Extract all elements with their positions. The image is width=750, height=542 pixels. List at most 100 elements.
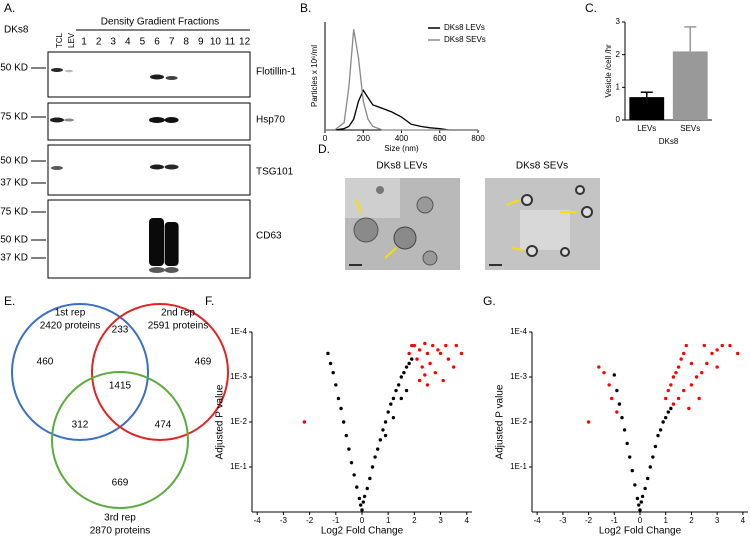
region-count: 460	[37, 357, 54, 368]
point	[643, 486, 647, 491]
point	[417, 348, 422, 352]
mw-marker: 50 KD	[0, 63, 28, 74]
point	[368, 476, 372, 481]
y-axis-label: Vesicle /cell /hr	[604, 44, 613, 98]
x-tick-label: -2	[585, 516, 593, 525]
line	[325, 29, 478, 131]
point	[679, 357, 683, 361]
point	[694, 375, 699, 379]
point	[446, 357, 451, 361]
y-axis-label: Particles x 10⁶/ml	[310, 45, 319, 107]
point	[361, 500, 366, 504]
point	[334, 383, 338, 387]
mw-marker: 37 KD	[0, 178, 28, 189]
point	[386, 410, 390, 414]
venn-circle	[11, 303, 149, 441]
band	[150, 164, 164, 170]
point	[684, 343, 688, 348]
band	[65, 69, 73, 73]
y-axis-label: Adjusted P value	[215, 384, 226, 459]
point	[625, 441, 629, 446]
lane-label: 11	[225, 37, 236, 48]
mw-marker: 50 KD	[0, 235, 28, 246]
mw-marker: 37 KD	[0, 253, 28, 264]
point	[661, 420, 665, 424]
point	[441, 378, 445, 383]
point	[628, 455, 632, 459]
point	[415, 357, 419, 361]
band	[165, 76, 178, 80]
micrograph	[485, 178, 600, 270]
x-axis-label: Log2 Fold Change	[599, 526, 682, 537]
x-tick-label: 0	[638, 516, 643, 525]
point	[700, 370, 704, 375]
y-tick-label: 1E-1	[510, 462, 527, 471]
point	[381, 428, 385, 432]
y-tick-label: 2	[616, 50, 621, 59]
point	[728, 343, 732, 348]
point	[360, 508, 364, 512]
mw-marker: 75 KD	[0, 112, 28, 123]
band	[51, 166, 63, 170]
point	[682, 351, 686, 356]
point	[347, 447, 351, 451]
point	[365, 486, 369, 491]
point	[658, 428, 663, 432]
set-label: 3rd rep	[104, 513, 136, 524]
x-tick-label: -1	[611, 516, 619, 525]
lane-label: 9	[198, 37, 204, 48]
point	[622, 428, 627, 432]
x-tick-label: 0	[323, 134, 328, 143]
point	[376, 447, 380, 451]
point	[637, 503, 641, 507]
x-tick-label: LEVs	[637, 124, 656, 133]
point	[666, 388, 670, 393]
point	[391, 396, 396, 401]
set-label: 2nd rep	[161, 308, 195, 319]
blot-box	[47, 102, 251, 141]
point	[602, 370, 606, 375]
blot-target: Hsp70	[256, 115, 285, 126]
point	[676, 396, 681, 401]
point	[339, 406, 343, 411]
band	[164, 117, 179, 123]
point	[412, 343, 417, 348]
point	[404, 365, 409, 369]
point	[639, 500, 643, 504]
x-tick-label: 1	[386, 516, 391, 525]
point	[399, 375, 403, 379]
point	[423, 373, 427, 377]
point	[407, 351, 411, 356]
blot-box	[47, 144, 251, 196]
y-tick-label: 1E-2	[230, 417, 247, 426]
point	[715, 365, 719, 369]
point	[682, 388, 686, 393]
venn: 1st rep 2420 proteins 2nd rep 2591 prote…	[11, 303, 229, 537]
point	[391, 415, 396, 420]
point	[433, 370, 438, 375]
point	[646, 476, 650, 481]
lane-label: 1	[81, 37, 87, 48]
point	[702, 343, 706, 348]
point	[370, 465, 375, 469]
point	[689, 383, 694, 387]
region-count: 669	[112, 478, 129, 489]
point	[358, 503, 363, 507]
x-tick-label: 1	[663, 516, 668, 525]
point	[612, 373, 616, 377]
line	[325, 89, 478, 131]
point	[597, 365, 601, 369]
point	[610, 396, 614, 401]
panel-label: C.	[585, 1, 597, 15]
point	[326, 351, 330, 356]
micrograph-title: DKs8 SEVs	[516, 161, 568, 172]
region-count: 474	[155, 420, 172, 431]
x-tick-label: 2	[412, 516, 417, 525]
point	[349, 460, 354, 465]
band	[150, 74, 164, 80]
point	[633, 483, 637, 487]
point	[425, 351, 430, 356]
lane-label: 6	[154, 37, 160, 48]
lane-label: 10	[210, 37, 222, 48]
y-tick-label: 1	[616, 82, 621, 91]
